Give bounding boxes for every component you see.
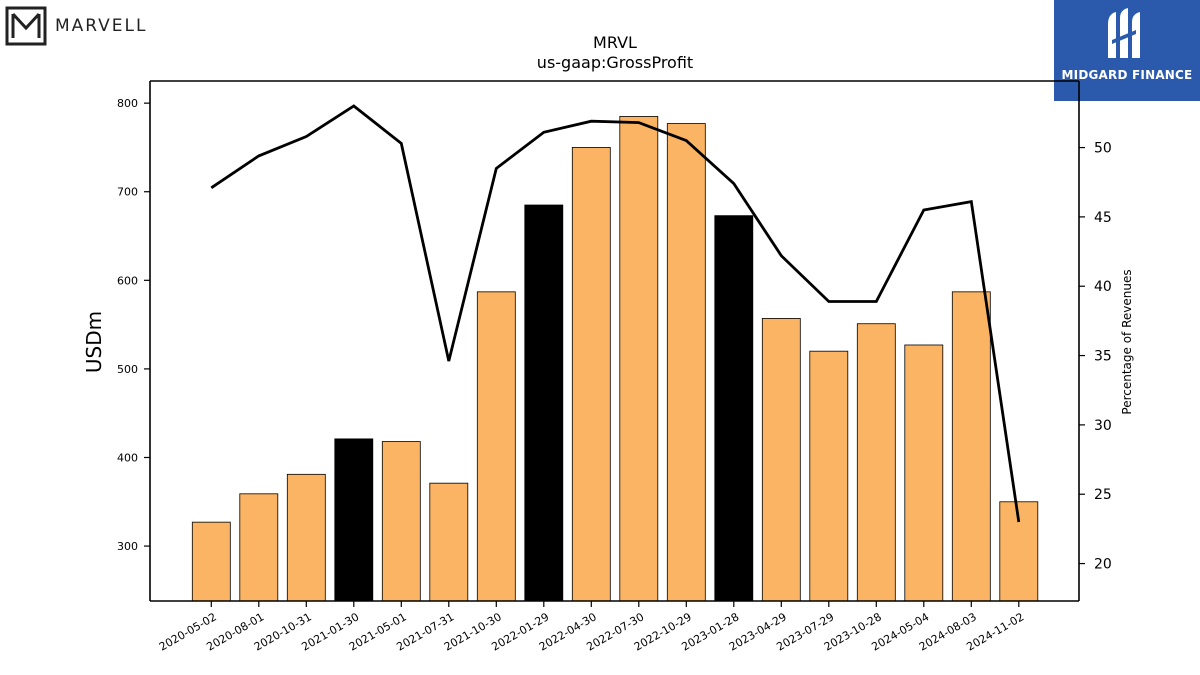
marvell-logo: MARVELL (5, 6, 148, 46)
bar-2022-07-30 (619, 116, 659, 602)
y2-tick-label-40: 40 (1094, 279, 1112, 295)
y2-tick-label-35: 35 (1094, 349, 1112, 365)
bar-2022-04-30 (571, 147, 611, 602)
bar-2024-05-04 (904, 344, 944, 602)
marvell-logo-text: MARVELL (55, 16, 148, 36)
y2-tick-label-20: 20 (1094, 557, 1112, 573)
y-tick-label-800: 800 (117, 97, 138, 110)
bar-2020-08-01 (239, 493, 279, 602)
y2-axis-label: Percentage of Revenues (1120, 269, 1134, 414)
bar-2022-10-29 (666, 123, 706, 602)
y-tick-label-700: 700 (117, 186, 138, 199)
marvell-mark-icon (5, 6, 47, 46)
y-tick-label-500: 500 (117, 363, 138, 376)
y2-tick-label-45: 45 (1094, 210, 1112, 226)
bar-2023-10-28 (856, 323, 896, 602)
y-axis-label: USDm (82, 311, 106, 373)
bar-2023-07-29 (809, 350, 849, 602)
line-series (210, 104, 1021, 523)
y-tick-label-400: 400 (117, 451, 138, 464)
gross-margin-line (210, 104, 1021, 523)
bar-2021-10-30 (476, 291, 516, 602)
bar-2021-07-31 (429, 482, 469, 602)
midgard-finance-logo: MIDGARD FINANCE (1054, 0, 1200, 101)
bar-2020-05-02 (191, 521, 231, 602)
bar-2022-01-29 (524, 204, 564, 602)
y2-tick-label-25: 25 (1094, 487, 1112, 503)
bar-2023-04-29 (761, 318, 801, 602)
midgard-logo-text: MIDGARD FINANCE (1061, 68, 1193, 82)
y2-tick-label-30: 30 (1094, 418, 1112, 434)
bar-2024-08-03 (951, 291, 991, 602)
midgard-mark-icon (1108, 8, 1140, 58)
bar-series (191, 116, 1039, 602)
bar-2023-01-28 (714, 215, 754, 602)
chart-title: MRVL (593, 33, 637, 52)
chart-subtitle: us-gaap:GrossProfit (537, 53, 693, 72)
y-tick-label-300: 300 (117, 540, 138, 553)
y2-tick-label-50: 50 (1094, 141, 1112, 157)
bar-2021-05-01 (381, 441, 421, 602)
bar-2021-01-30 (334, 438, 374, 602)
bar-2020-10-31 (286, 473, 326, 602)
y-tick-label-600: 600 (117, 274, 138, 287)
